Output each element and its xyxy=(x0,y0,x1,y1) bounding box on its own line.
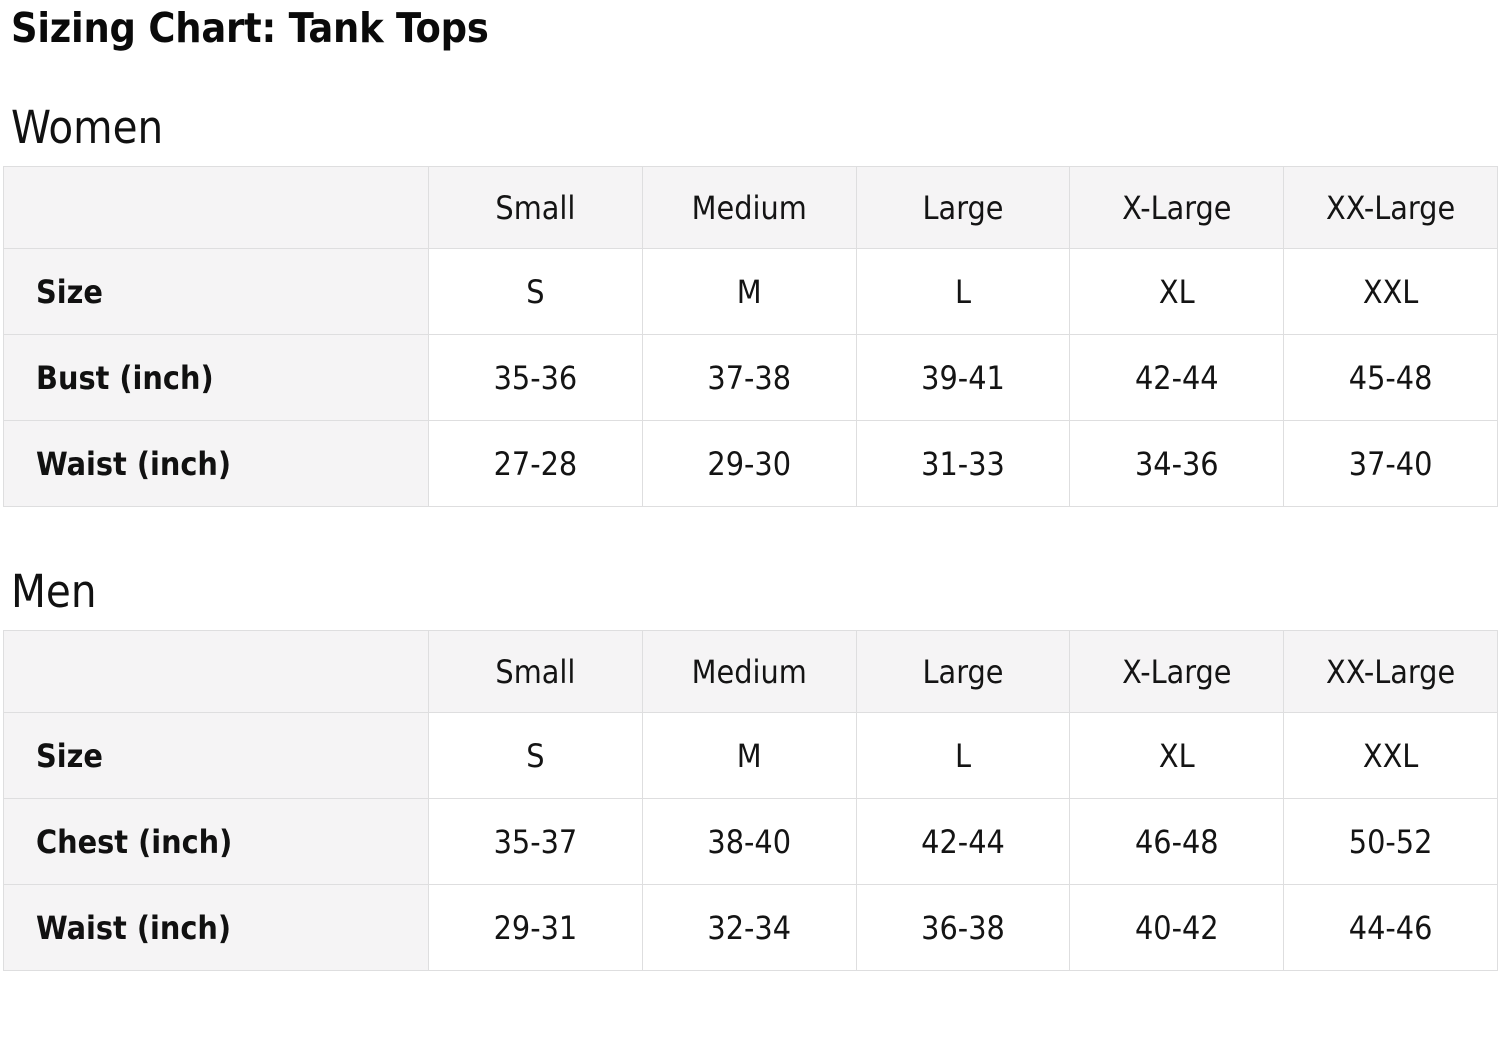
row-label-size: Size xyxy=(3,712,429,799)
section-heading-women: Women xyxy=(11,101,164,154)
table-row: Waist (inch) 29-31 32-34 36-38 40-42 44-… xyxy=(3,884,1498,971)
cell-waist-small: 27-28 xyxy=(428,420,643,507)
table-row: Chest (inch) 35-37 38-40 42-44 46-48 50-… xyxy=(3,798,1498,885)
cell-waist-large: 36-38 xyxy=(855,884,1071,971)
cell-waist-small: 29-31 xyxy=(428,884,643,971)
cell-size-xx-large: XXL xyxy=(1283,712,1498,799)
row-label-waist: Waist (inch) xyxy=(3,420,429,507)
table-corner-cell xyxy=(3,630,429,713)
cell-waist-x-large: 40-42 xyxy=(1069,884,1285,971)
cell-size-large: L xyxy=(855,712,1071,799)
row-label-waist: Waist (inch) xyxy=(3,884,429,971)
table-body-women: Size S M L XL XXL Bust (inch) 35-36 37-3… xyxy=(3,248,1498,507)
cell-size-x-large: XL xyxy=(1069,248,1285,335)
sizing-table-women: Small Medium Large X-Large XX-Large Size… xyxy=(3,166,1498,507)
column-header-xx-large: XX-Large xyxy=(1283,630,1498,713)
cell-bust-xx-large: 45-48 xyxy=(1283,334,1498,421)
table-corner-cell xyxy=(3,166,429,249)
sizing-table-men: Small Medium Large X-Large XX-Large Size… xyxy=(3,630,1498,971)
column-header-large: Large xyxy=(855,166,1071,249)
cell-size-small: S xyxy=(428,248,643,335)
column-header-x-large: X-Large xyxy=(1069,630,1285,713)
row-label-bust: Bust (inch) xyxy=(3,334,429,421)
section-women: Women Small Medium Large X-Large XX-Larg… xyxy=(3,101,1498,507)
cell-waist-xx-large: 37-40 xyxy=(1283,420,1498,507)
cell-chest-x-large: 46-48 xyxy=(1069,798,1285,885)
cell-waist-medium: 32-34 xyxy=(641,884,857,971)
table-header-row: Small Medium Large X-Large XX-Large xyxy=(3,166,1498,249)
cell-bust-x-large: 42-44 xyxy=(1069,334,1285,421)
cell-size-x-large: XL xyxy=(1069,712,1285,799)
table-header-row: Small Medium Large X-Large XX-Large xyxy=(3,630,1498,713)
cell-waist-medium: 29-30 xyxy=(641,420,857,507)
cell-size-small: S xyxy=(428,712,643,799)
row-label-size: Size xyxy=(3,248,429,335)
table-row: Size S M L XL XXL xyxy=(3,248,1498,335)
cell-size-medium: M xyxy=(641,712,857,799)
cell-waist-xx-large: 44-46 xyxy=(1283,884,1498,971)
cell-chest-large: 42-44 xyxy=(855,798,1071,885)
cell-bust-large: 39-41 xyxy=(855,334,1071,421)
section-heading-men: Men xyxy=(11,565,97,618)
cell-bust-small: 35-36 xyxy=(428,334,643,421)
cell-waist-large: 31-33 xyxy=(855,420,1071,507)
sizing-chart-page: Sizing Chart: Tank Tops Women Small Medi… xyxy=(0,8,1500,1044)
row-label-chest: Chest (inch) xyxy=(3,798,429,885)
column-header-x-large: X-Large xyxy=(1069,166,1285,249)
cell-chest-small: 35-37 xyxy=(428,798,643,885)
cell-chest-xx-large: 50-52 xyxy=(1283,798,1498,885)
column-header-medium: Medium xyxy=(641,166,857,249)
column-header-xx-large: XX-Large xyxy=(1283,166,1498,249)
section-men: Men Small Medium Large X-Large XX-Large … xyxy=(3,565,1498,971)
table-row: Bust (inch) 35-36 37-38 39-41 42-44 45-4… xyxy=(3,334,1498,421)
table-row: Waist (inch) 27-28 29-30 31-33 34-36 37-… xyxy=(3,420,1498,507)
cell-size-xx-large: XXL xyxy=(1283,248,1498,335)
cell-size-large: L xyxy=(855,248,1071,335)
cell-bust-medium: 37-38 xyxy=(641,334,857,421)
cell-waist-x-large: 34-36 xyxy=(1069,420,1285,507)
table-header-men: Small Medium Large X-Large XX-Large xyxy=(3,630,1498,713)
cell-size-medium: M xyxy=(641,248,857,335)
table-row: Size S M L XL XXL xyxy=(3,712,1498,799)
table-header-women: Small Medium Large X-Large XX-Large xyxy=(3,166,1498,249)
column-header-small: Small xyxy=(428,630,643,713)
page-title: Sizing Chart: Tank Tops xyxy=(11,4,489,52)
cell-chest-medium: 38-40 xyxy=(641,798,857,885)
column-header-large: Large xyxy=(855,630,1071,713)
column-header-small: Small xyxy=(428,166,643,249)
table-body-men: Size S M L XL XXL Chest (inch) 35-37 38-… xyxy=(3,712,1498,971)
column-header-medium: Medium xyxy=(641,630,857,713)
